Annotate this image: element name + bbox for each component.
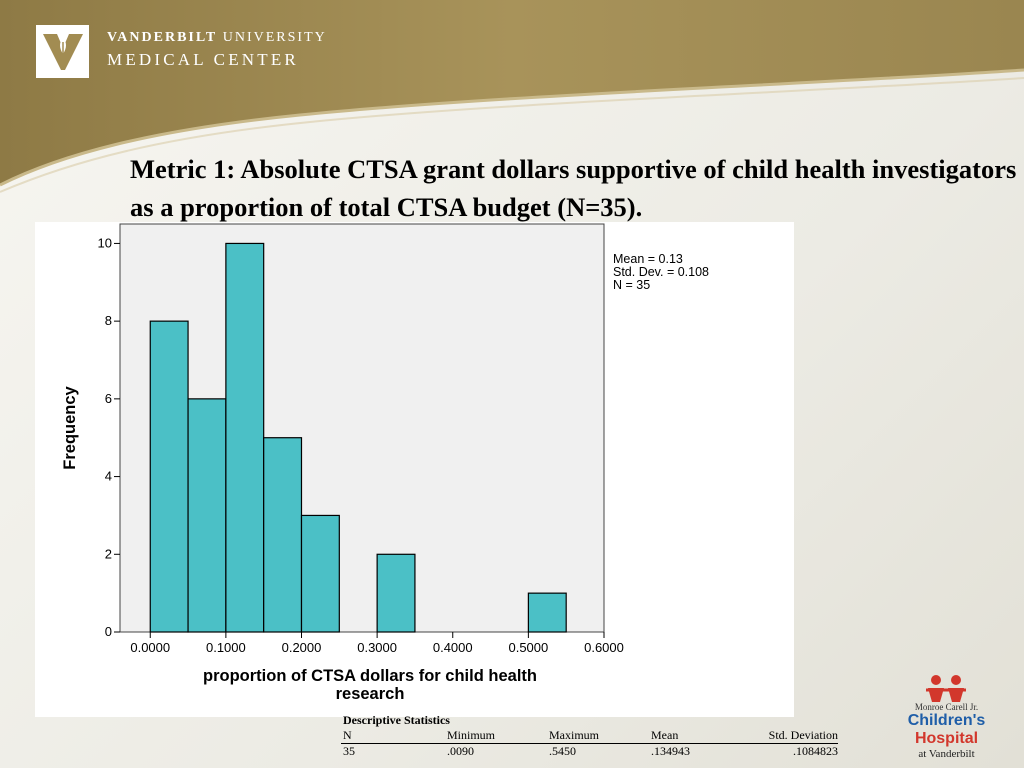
childrens-logo-part1: Children's [907, 712, 986, 729]
y-tick-label: 4 [105, 469, 112, 484]
x-tick-label: 0.1000 [206, 640, 246, 655]
x-axis-label-line2: research [336, 685, 405, 703]
x-tick-label: 0.4000 [433, 640, 473, 655]
histogram-bar [225, 242, 265, 633]
x-tick-label: 0.6000 [584, 640, 624, 655]
logo-line1-bold: VANDERBILT [107, 30, 218, 45]
childrens-hospital-figures-icon [926, 675, 966, 702]
table-header-row: N Minimum Maximum Mean Std. Deviation [341, 728, 838, 744]
y-tick-label: 8 [105, 313, 112, 328]
descriptive-statistics-table: Descriptive Statistics N Minimum Maximum… [341, 712, 838, 759]
table-header-cell: N [343, 728, 352, 742]
x-tick-label: 0.2000 [282, 640, 322, 655]
histogram-panel: 0 2 4 6 8 10 0.0000 0.1000 0.2000 0.3000 0.4000 0.5… [35, 222, 794, 717]
y-tick-label: 10 [98, 235, 112, 250]
table-header-cell: Minimum [447, 728, 496, 742]
y-axis-label: Frequency [61, 385, 79, 469]
slide-title: Metric 1: Absolute CTSA grant dollars su… [130, 154, 1017, 222]
vanderbilt-logo [36, 25, 89, 78]
table-header-cell: Std. Deviation [768, 728, 838, 742]
logo-line2: MEDICAL CENTER [107, 50, 299, 69]
descriptive-statistics-title: Descriptive Statistics [343, 713, 450, 727]
histogram-chart: 0 2 4 6 8 10 0.0000 0.1000 0.2000 0.3000 0.4000 0.5… [61, 223, 709, 703]
table-header-cell: Maximum [549, 728, 599, 742]
childrens-logo-at-text: at Vanderbilt [918, 748, 975, 760]
vanderbilt-oak-leaf-icon [42, 33, 83, 70]
y-tick-label: 2 [105, 546, 112, 561]
table-cell: .5450 [549, 744, 576, 758]
table-header-cell: Mean [651, 728, 679, 742]
y-tick-label: 6 [105, 391, 112, 406]
childrens-logo-part2: Hospital [914, 730, 979, 747]
x-tick-label: 0.0000 [130, 640, 170, 655]
table-cell: .0090 [447, 744, 474, 758]
histogram-bar [263, 437, 303, 633]
childrens-logo-main-text: Children's Hospital [884, 712, 1009, 748]
x-tick-label: 0.5000 [508, 640, 548, 655]
histogram-bar [527, 592, 567, 633]
histogram-bar [376, 553, 416, 633]
summary-stat: N = 35 [613, 278, 650, 292]
logo-line1-light: UNIVERSITY [217, 30, 327, 45]
histogram-bar [300, 514, 340, 633]
x-axis-label-line1: proportion of CTSA dollars for child hea… [203, 667, 537, 685]
childrens-hospital-logo: Monroe Carell Jr. Children's Hospital at… [884, 672, 1009, 760]
vanderbilt-wordmark: VANDERBILT UNIVERSITY MEDICAL CENTER [107, 30, 327, 70]
summary-stat: Mean = 0.13 [613, 252, 683, 266]
table-cell: 35 [343, 744, 355, 758]
histogram-bar [187, 398, 227, 633]
table-cell: .134943 [651, 744, 690, 758]
y-tick-label: 0 [105, 624, 112, 639]
x-tick-label: 0.3000 [357, 640, 397, 655]
logo-line1: VANDERBILT UNIVERSITY [107, 30, 327, 46]
childrens-logo-small-text: Monroe Carell Jr. [914, 702, 979, 712]
histogram-bar [149, 320, 189, 633]
table-row: 35 .0090 .5450 .134943 .1084823 [341, 744, 838, 759]
summary-stat: Std. Dev. = 0.108 [613, 265, 709, 279]
table-cell: .1084823 [793, 744, 838, 758]
header-banner [0, 0, 1024, 193]
